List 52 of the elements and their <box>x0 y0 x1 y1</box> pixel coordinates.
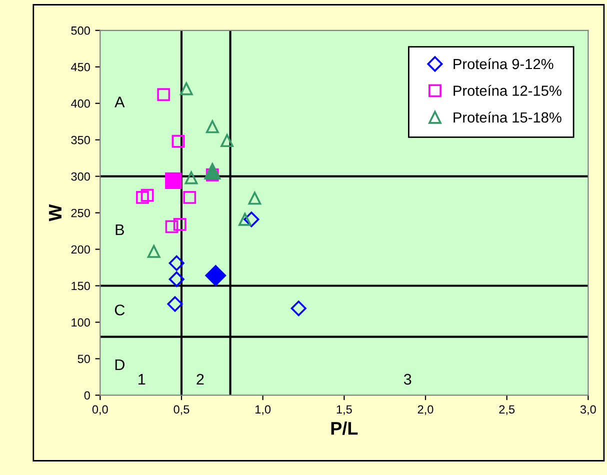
annotation: 1 <box>138 374 146 385</box>
y-tick-label: 300 <box>71 172 90 181</box>
y-tick-label: 100 <box>72 318 90 327</box>
point <box>168 271 184 287</box>
annotation: C <box>114 304 125 316</box>
point <box>184 171 198 184</box>
x-tick-label: 0,0 <box>92 405 108 415</box>
y-tick-label: 50 <box>78 354 90 364</box>
point <box>147 245 160 258</box>
x-tick-label: 0,5 <box>174 405 190 415</box>
y-tick-label: 200 <box>71 245 90 254</box>
annotation: A <box>114 96 125 108</box>
point <box>140 188 154 202</box>
point <box>244 212 260 228</box>
point <box>173 218 186 231</box>
point <box>157 88 170 102</box>
y-tick-label: 400 <box>71 99 90 108</box>
point <box>165 220 178 234</box>
y-tick-label: 250 <box>71 208 90 218</box>
x-tick-label: 2,0 <box>418 405 434 415</box>
annotation: B <box>116 224 124 235</box>
point <box>204 162 221 180</box>
annotation: 3 <box>404 374 412 385</box>
point <box>220 134 234 148</box>
y-tick-label: 500 <box>71 26 90 35</box>
y-tick-label: 350 <box>71 136 90 144</box>
point <box>183 191 196 204</box>
point <box>136 191 149 204</box>
y-tick-label: 450 <box>71 62 90 72</box>
x-axis-title: P/L <box>331 421 358 435</box>
y-tick-label: 150 <box>72 282 90 290</box>
x-tick-label: 1,5 <box>336 405 352 415</box>
point <box>165 172 182 190</box>
legend-label: Proteína 9-12% <box>454 58 554 70</box>
annotation: 2 <box>196 374 204 385</box>
legend-label: Proteína 15-18% <box>454 112 562 123</box>
point <box>238 212 252 226</box>
point <box>290 300 306 316</box>
y-axis-title: W <box>49 204 62 222</box>
x-tick-label: 2,5 <box>499 405 515 415</box>
y-tick-label: 0 <box>84 391 90 400</box>
point <box>168 255 184 271</box>
point <box>206 120 219 134</box>
x-tick-label: 3,0 <box>580 405 596 415</box>
point <box>172 134 185 148</box>
annotation: D <box>115 359 124 370</box>
point <box>180 82 193 96</box>
legend-label: Proteína 12-15% <box>454 85 562 96</box>
point <box>205 265 226 286</box>
point <box>167 296 183 312</box>
x-tick-label: 1,0 <box>256 405 271 415</box>
point <box>248 192 262 205</box>
